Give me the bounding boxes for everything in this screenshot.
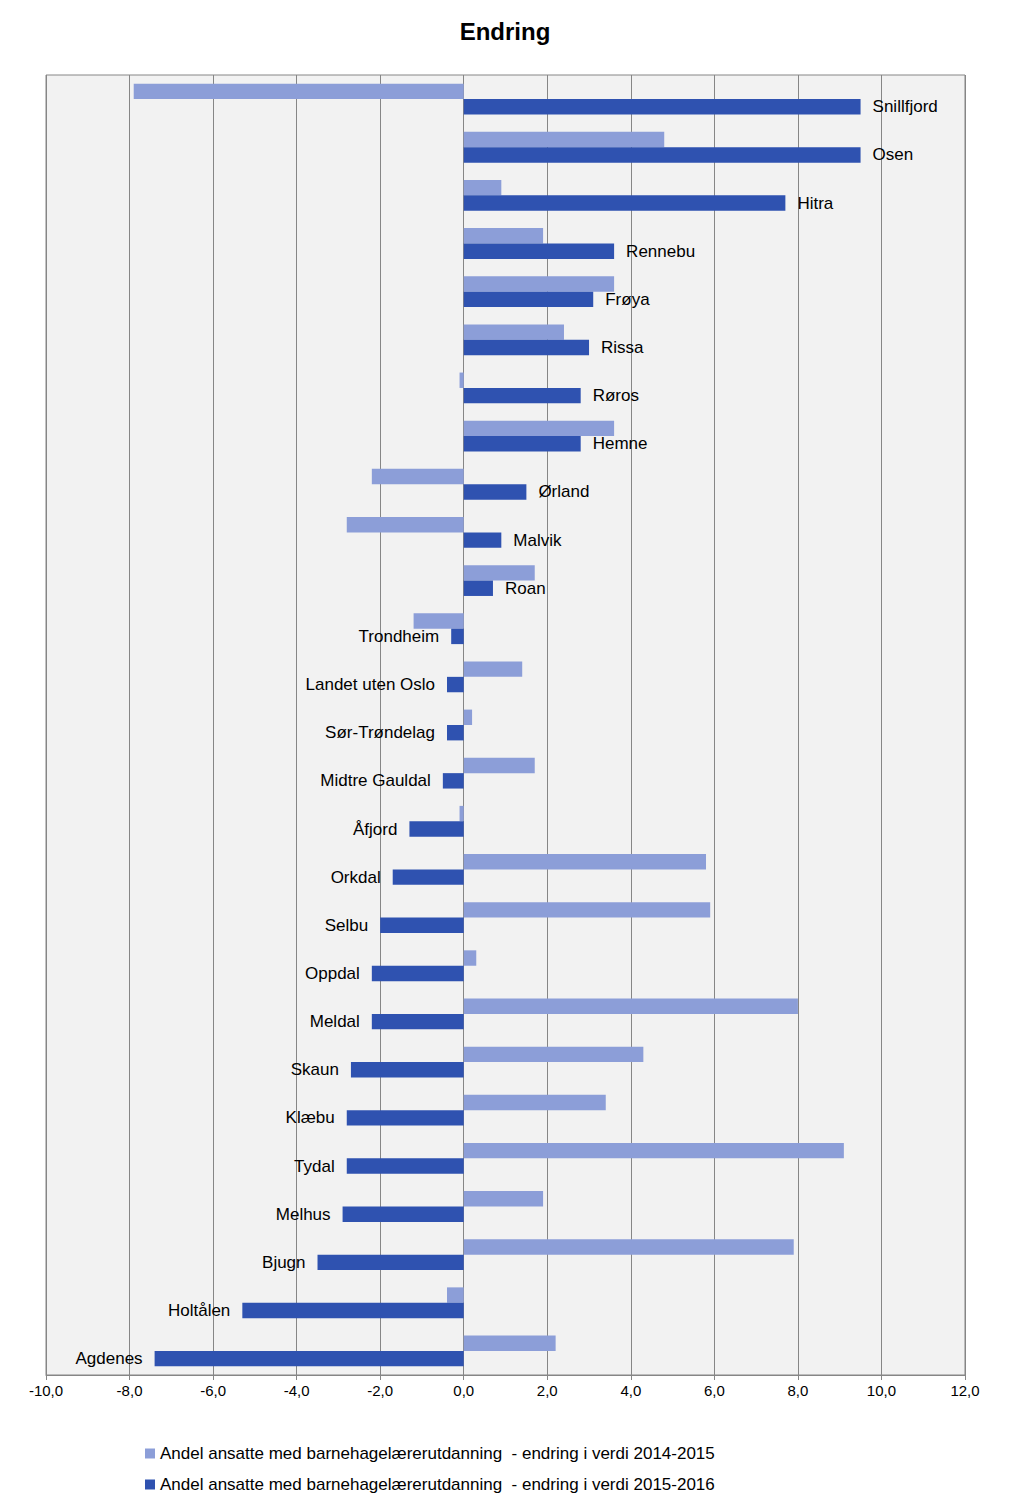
svg-text:8,0: 8,0 (787, 1382, 808, 1399)
svg-text:10,0: 10,0 (867, 1382, 896, 1399)
svg-text:Bjugn: Bjugn (262, 1253, 305, 1272)
svg-text:Malvik: Malvik (513, 531, 562, 550)
svg-text:Andel ansatte med barnehagelær: Andel ansatte med barnehagelærerutdannin… (160, 1444, 715, 1463)
svg-text:Klæbu: Klæbu (286, 1108, 335, 1127)
svg-text:Roan: Roan (505, 579, 546, 598)
svg-text:Frøya: Frøya (605, 290, 650, 309)
svg-text:-8,0: -8,0 (117, 1382, 143, 1399)
svg-text:Endring: Endring (460, 18, 551, 45)
svg-text:12,0: 12,0 (950, 1382, 979, 1399)
svg-text:Rennebu: Rennebu (626, 242, 695, 261)
svg-text:Skaun: Skaun (291, 1060, 339, 1079)
svg-text:Meldal: Meldal (310, 1012, 360, 1031)
svg-text:-4,0: -4,0 (284, 1382, 310, 1399)
svg-text:-10,0: -10,0 (29, 1382, 63, 1399)
svg-text:Oppdal: Oppdal (305, 964, 360, 983)
svg-text:0,0: 0,0 (453, 1382, 474, 1399)
svg-text:Hemne: Hemne (593, 434, 648, 453)
svg-text:Melhus: Melhus (276, 1205, 331, 1224)
svg-text:Osen: Osen (873, 145, 914, 164)
svg-text:Tydal: Tydal (294, 1157, 335, 1176)
svg-text:Trondheim: Trondheim (359, 627, 440, 646)
svg-text:Midtre Gauldal: Midtre Gauldal (320, 771, 431, 790)
svg-text:4,0: 4,0 (620, 1382, 641, 1399)
svg-text:-6,0: -6,0 (200, 1382, 226, 1399)
svg-text:Agdenes: Agdenes (75, 1349, 142, 1368)
svg-text:6,0: 6,0 (704, 1382, 725, 1399)
svg-text:Sør-Trøndelag: Sør-Trøndelag (325, 723, 435, 742)
svg-text:Røros: Røros (593, 386, 639, 405)
svg-text:Ørland: Ørland (538, 482, 589, 501)
svg-text:Andel ansatte med barnehagelær: Andel ansatte med barnehagelærerutdannin… (160, 1475, 715, 1494)
svg-text:Selbu: Selbu (325, 916, 368, 935)
svg-text:-2,0: -2,0 (367, 1382, 393, 1399)
svg-text:2,0: 2,0 (537, 1382, 558, 1399)
svg-text:Holtålen: Holtålen (168, 1301, 230, 1320)
svg-text:Hitra: Hitra (797, 194, 833, 213)
svg-text:Åfjord: Åfjord (353, 820, 397, 839)
svg-text:Snillfjord: Snillfjord (873, 97, 938, 116)
svg-text:Landet uten Oslo: Landet uten Oslo (306, 675, 435, 694)
svg-text:Rissa: Rissa (601, 338, 644, 357)
svg-text:Orkdal: Orkdal (331, 868, 381, 887)
